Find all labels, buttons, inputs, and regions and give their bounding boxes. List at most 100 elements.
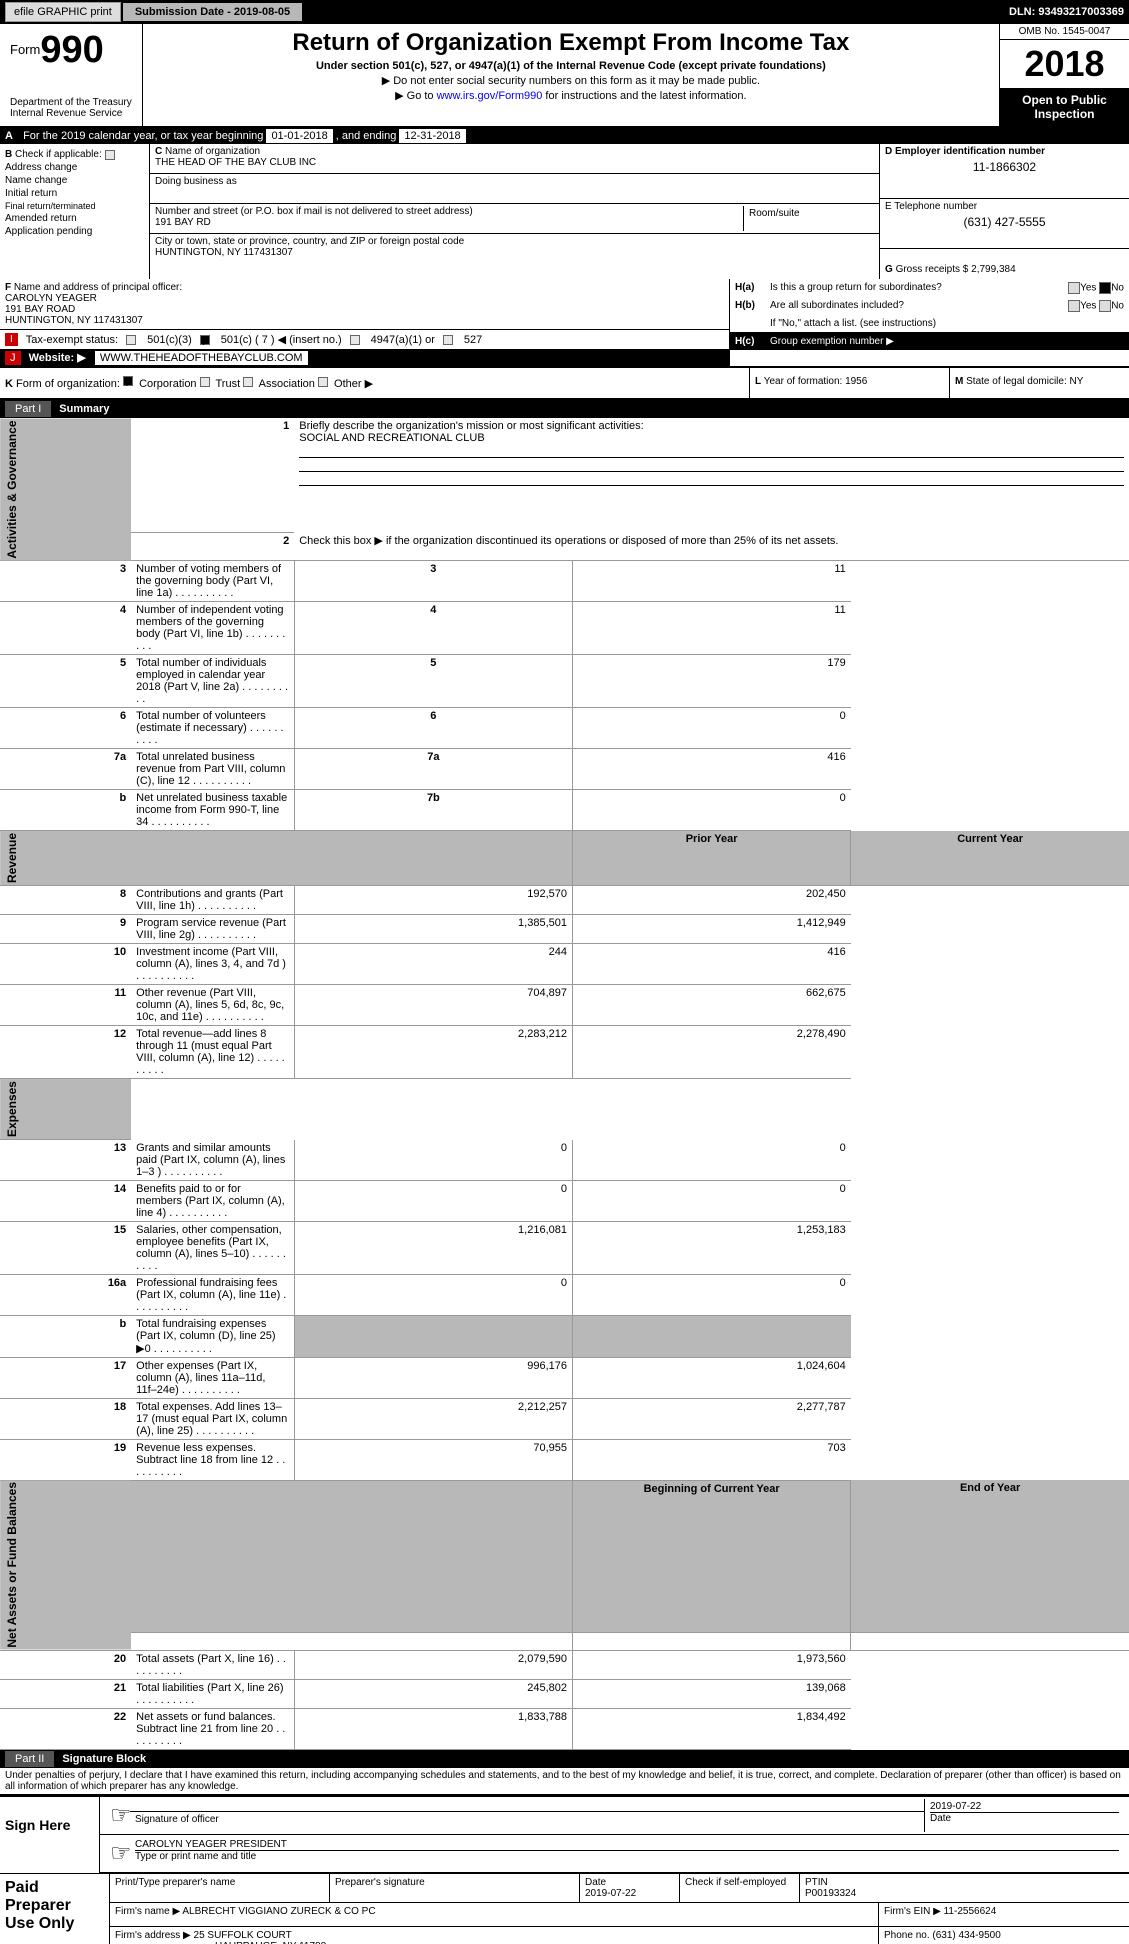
4947-checkbox[interactable] <box>350 335 360 345</box>
line-desc: Total liabilities (Part X, line 26) <box>131 1680 294 1709</box>
instr1: ▶ Do not enter social security numbers o… <box>148 74 994 87</box>
main-title: Return of Organization Exempt From Incom… <box>148 29 994 57</box>
line-num: 21 <box>0 1680 131 1709</box>
open-public: Open to Public Inspection <box>1000 88 1129 126</box>
current-year-val: 0 <box>572 1140 850 1181</box>
eoy-val: 139,068 <box>572 1680 850 1709</box>
line-val: 0 <box>572 708 850 749</box>
cb-final-return: Final return/terminated <box>5 201 144 211</box>
omb-number: OMB No. 1545-0047 <box>1000 24 1129 40</box>
sign-here-section: Sign Here ☞ Signature of officer 2019-07… <box>0 1795 1129 1874</box>
hb-yes-checkbox[interactable] <box>1068 300 1080 312</box>
current-year-val: 1,253,183 <box>572 1221 850 1274</box>
current-year-val: 2,278,490 <box>572 1026 850 1079</box>
title-col: Return of Organization Exempt From Incom… <box>143 24 999 126</box>
line-val: 179 <box>572 655 850 708</box>
org-name: THE HEAD OF THE BAY CLUB INC <box>155 157 316 168</box>
line-num: 15 <box>0 1221 131 1274</box>
line-ref: 4 <box>294 602 572 655</box>
checkbox-icon[interactable] <box>105 150 115 160</box>
prior-year-val: 2,283,212 <box>294 1026 572 1079</box>
section-b-to-g: B Check if applicable: Address change Na… <box>0 144 1129 279</box>
paid-preparer-section: Paid Preparer Use Only Print/Type prepar… <box>0 1874 1129 1944</box>
dept-irs: Internal Revenue Service <box>10 108 132 119</box>
prior-year-val: 1,216,081 <box>294 1221 572 1274</box>
prior-year-val: 0 <box>294 1140 572 1181</box>
line-desc: Total assets (Part X, line 16) <box>131 1651 294 1680</box>
line-val: 11 <box>572 561 850 602</box>
paid-preparer-label: Paid Preparer Use Only <box>0 1874 110 1944</box>
line-num: 9 <box>0 915 131 944</box>
box-l: L Year of formation: 1956 <box>749 368 949 398</box>
line-desc: Total fundraising expenses (Part IX, col… <box>131 1315 294 1357</box>
ein: 11-1866302 <box>885 160 1124 174</box>
line-num: 18 <box>0 1398 131 1439</box>
assoc-checkbox[interactable] <box>243 377 253 387</box>
line-num: 16a <box>0 1274 131 1315</box>
section-f-to-j: F Name and address of principal officer:… <box>0 279 1129 367</box>
cb-initial-return: Initial return <box>5 188 144 199</box>
line-num: 14 <box>0 1180 131 1221</box>
current-year-val <box>572 1315 850 1357</box>
trust-checkbox[interactable] <box>200 377 210 387</box>
line-desc: Benefits paid to or for members (Part IX… <box>131 1180 294 1221</box>
hb-no-checkbox[interactable] <box>1099 300 1111 312</box>
other-checkbox[interactable] <box>318 377 328 387</box>
mission: SOCIAL AND RECREATIONAL CLUB <box>299 432 484 444</box>
firm-address: 25 SUFFOLK COURT <box>194 1930 292 1941</box>
boy-val: 1,833,788 <box>294 1709 572 1750</box>
exp-section-label: Expenses <box>0 1079 131 1140</box>
box-f: F Name and address of principal officer:… <box>0 279 729 330</box>
form-number-col: Form990 Department of the Treasury Inter… <box>0 24 143 126</box>
ha-yes-checkbox[interactable] <box>1068 282 1080 294</box>
prior-year-val: 996,176 <box>294 1357 572 1398</box>
firm-name: ALBRECHT VIGGIANO ZURECK & CO PC <box>182 1906 375 1917</box>
527-checkbox[interactable] <box>443 335 453 345</box>
line-desc: Contributions and grants (Part VIII, lin… <box>131 886 294 915</box>
boy-val: 245,802 <box>294 1680 572 1709</box>
prior-year-val: 1,385,501 <box>294 915 572 944</box>
sign-here-label: Sign Here <box>0 1797 100 1873</box>
box-i: I Tax-exempt status: 501(c)(3) ✓501(c) (… <box>0 330 729 349</box>
501c-checkbox[interactable]: ✓ <box>200 335 210 345</box>
line-val: 416 <box>572 749 850 790</box>
line-desc: Investment income (Part VIII, column (A)… <box>131 944 294 985</box>
prior-year-val: 0 <box>294 1180 572 1221</box>
line-num: b <box>0 790 131 831</box>
sign-date: 2019-07-22 <box>930 1801 981 1812</box>
line-num: 4 <box>0 602 131 655</box>
submission-date: Submission Date - 2019-08-05 <box>123 3 302 21</box>
boxes-d-e-g: D Employer identification number 11-1866… <box>879 144 1129 279</box>
ha-no-checkbox[interactable]: ✓ <box>1099 282 1111 294</box>
line-desc: Other expenses (Part IX, column (A), lin… <box>131 1357 294 1398</box>
corp-checkbox[interactable]: ✓ <box>123 376 133 386</box>
line-num: 8 <box>0 886 131 915</box>
cb-amended: Amended return <box>5 213 144 224</box>
form990-link[interactable]: www.irs.gov/Form990 <box>437 90 543 102</box>
subtitle: Under section 501(c), 527, or 4947(a)(1)… <box>148 60 994 72</box>
prior-year-val: 2,212,257 <box>294 1398 572 1439</box>
tax-year: 2018 <box>1000 40 1129 88</box>
line-ref: 3 <box>294 561 572 602</box>
501c3-checkbox[interactable] <box>126 335 136 345</box>
phone: (631) 427-5555 <box>885 215 1124 229</box>
line-desc: Total number of volunteers (estimate if … <box>131 708 294 749</box>
line-desc: Net unrelated business taxable income fr… <box>131 790 294 831</box>
line-val: 11 <box>572 602 850 655</box>
firm-phone: (631) 434-9500 <box>932 1930 1000 1941</box>
line-num: 12 <box>0 1026 131 1079</box>
line-num: 17 <box>0 1357 131 1398</box>
form-header: Form990 Department of the Treasury Inter… <box>0 24 1129 128</box>
perjury-text: Under penalties of perjury, I declare th… <box>0 1768 1129 1795</box>
part1-header: Part ISummary <box>0 400 1129 418</box>
topbar: efile GRAPHIC print Submission Date - 20… <box>0 0 1129 24</box>
line-a: A For the 2019 calendar year, or tax yea… <box>0 128 1129 144</box>
line-desc: Total expenses. Add lines 13–17 (must eq… <box>131 1398 294 1439</box>
firm-ein: 11-2556624 <box>944 1906 997 1917</box>
cb-name-change: Name change <box>5 175 144 186</box>
line-desc: Salaries, other compensation, employee b… <box>131 1221 294 1274</box>
line-ref: 5 <box>294 655 572 708</box>
dln: DLN: 93493217003369 <box>1009 6 1124 18</box>
cb-address-change: Address change <box>5 162 144 173</box>
box-h: H(a) Is this a group return for subordin… <box>729 279 1129 366</box>
